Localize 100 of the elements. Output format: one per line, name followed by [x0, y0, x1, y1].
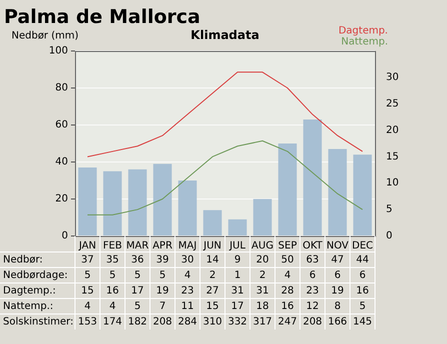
data-label: 44 — [356, 254, 369, 266]
y2-tick-label: 5 — [386, 204, 392, 216]
text: 5 — [159, 270, 166, 281]
x-tick-label: JUL — [228, 240, 246, 252]
data-label: 30 — [181, 254, 194, 266]
text: Nedbørdage: — [3, 270, 68, 281]
text: 332 — [228, 316, 248, 328]
y-tick-label: 80 — [55, 82, 68, 94]
bar — [353, 154, 372, 236]
data-label: 39 — [156, 254, 169, 266]
bar — [178, 180, 197, 236]
y-tick-label: 60 — [55, 120, 68, 131]
text: 5 — [84, 270, 91, 281]
data-label: 15 — [81, 285, 94, 296]
text: Nattemp. — [341, 36, 388, 48]
data-label: 31 — [231, 285, 244, 296]
text: Dagtemp. — [338, 26, 388, 37]
data-label: 37 — [81, 254, 94, 266]
data-label: 19 — [156, 285, 169, 296]
y2-tick-label: 25 — [386, 98, 399, 110]
bar — [228, 219, 247, 236]
bar — [103, 171, 122, 236]
text: 6 — [334, 270, 341, 281]
data-label: 16 — [356, 285, 369, 296]
text: 317 — [252, 316, 272, 328]
data-label: 11 — [181, 300, 194, 312]
bar — [128, 169, 147, 236]
text: 153 — [78, 316, 98, 328]
data-label: 14 — [206, 254, 219, 266]
data-label: 20 — [256, 254, 269, 266]
data-label: 4 — [109, 300, 116, 312]
data-label: 50 — [281, 254, 294, 266]
text: 5 — [134, 270, 141, 281]
text: 310 — [202, 316, 222, 328]
bar — [328, 149, 347, 236]
text: 2 — [259, 270, 266, 281]
data-label: 15 — [206, 300, 219, 312]
text: 2 — [209, 270, 216, 281]
data-label: 16 — [281, 300, 294, 312]
bar — [153, 164, 172, 236]
x-tick-label: SEP — [278, 240, 297, 252]
data-label: 23 — [306, 285, 319, 296]
text: 1 — [234, 270, 241, 281]
data-label: 47 — [331, 254, 344, 266]
text: 247 — [278, 316, 298, 328]
data-label: 5 — [134, 300, 141, 312]
x-tick-label: MAJ — [178, 240, 197, 252]
y2-tick-label: 30 — [386, 72, 399, 84]
data-label: 28 — [281, 285, 294, 296]
y-tick-label: 100 — [48, 46, 68, 57]
text: 6 — [309, 270, 316, 281]
data-label: 19 — [331, 285, 344, 296]
x-tick-label: DEC — [352, 240, 374, 252]
text: 145 — [352, 316, 372, 328]
text: 166 — [328, 316, 348, 328]
x-tick-label: MAR — [126, 240, 149, 252]
data-label: 27 — [206, 285, 219, 296]
bar — [78, 168, 97, 236]
text: Nattemp.: — [3, 300, 54, 312]
bar — [303, 119, 322, 236]
data-label: 5 — [359, 300, 366, 312]
y-tick-label: 40 — [55, 156, 68, 168]
data-label: 12 — [306, 300, 319, 312]
x-tick-label: OKT — [302, 240, 324, 252]
text: Dagtemp.: — [3, 285, 56, 296]
text: 284 — [178, 316, 198, 328]
text: 208 — [152, 316, 172, 328]
data-label: 31 — [256, 285, 269, 296]
x-tick-label: JUN — [202, 240, 222, 252]
text: 208 — [302, 316, 322, 328]
x-tick-label: APR — [152, 240, 172, 252]
x-tick-label: AUG — [252, 240, 274, 252]
data-label: 17 — [231, 300, 244, 312]
y-axis-title: Nedbør (mm) — [11, 30, 79, 42]
text: 5 — [109, 270, 116, 281]
data-label: 63 — [306, 254, 319, 266]
data-label: 17 — [131, 285, 144, 296]
x-tick-label: NOV — [326, 240, 349, 252]
data-label: 8 — [334, 300, 341, 312]
bar — [278, 144, 297, 236]
chart-subtitle: Klimadata — [190, 28, 260, 42]
text: 182 — [128, 316, 148, 328]
text: 174 — [102, 316, 122, 328]
data-label: 7 — [159, 300, 166, 312]
data-label: 18 — [256, 300, 269, 312]
data-label: 23 — [181, 285, 194, 296]
y2-tick-label: 10 — [386, 178, 399, 189]
data-label: 16 — [106, 285, 119, 296]
data-label: 35 — [106, 254, 119, 266]
y2-tick-label: 15 — [386, 151, 399, 162]
bar — [253, 199, 272, 236]
data-label: 4 — [84, 300, 91, 312]
chart-title: Palma de Mallorca — [4, 6, 200, 28]
text: 4 — [284, 270, 291, 281]
x-tick-label: JAN — [78, 240, 96, 252]
x-tick-label: FEB — [103, 240, 122, 252]
text: 4 — [184, 270, 191, 281]
y-tick-label: 20 — [55, 194, 68, 205]
data-label: 9 — [234, 254, 241, 266]
data-label: 36 — [131, 254, 144, 266]
